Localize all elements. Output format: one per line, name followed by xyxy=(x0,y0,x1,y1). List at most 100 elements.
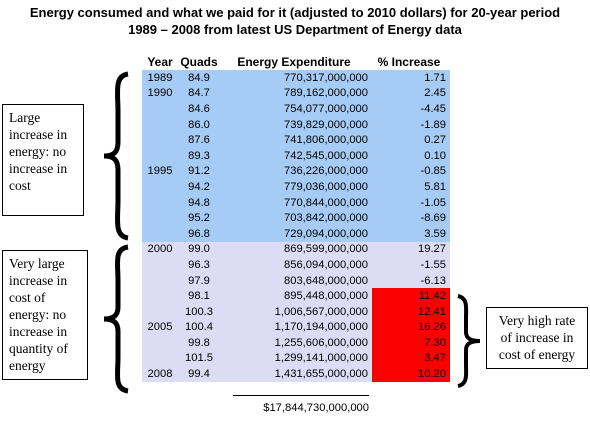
cell-increase: -6.13 xyxy=(372,272,450,289)
cell-increase: -1.89 xyxy=(372,116,450,133)
cell-year xyxy=(142,272,178,289)
cell-increase: 2.45 xyxy=(372,85,450,102)
cell-quads: 97.9 xyxy=(178,272,220,289)
cell-increase: 16.26 xyxy=(372,319,450,336)
cell-quads: 98.1 xyxy=(178,288,220,304)
cell-expenditure: 741,806,000,000 xyxy=(220,132,372,148)
cell-year xyxy=(142,288,178,304)
table-row: 2005 100.4 1,170,194,000,000 16.26 xyxy=(142,319,450,336)
cell-quads: 91.2 xyxy=(178,163,220,180)
cell-year xyxy=(142,194,178,211)
cell-increase: 0.27 xyxy=(372,132,450,148)
cell-increase: 10.20 xyxy=(372,366,450,382)
table-row: 87.6 741,806,000,000 0.27 xyxy=(142,132,450,148)
cell-expenditure: 770,844,000,000 xyxy=(220,194,372,211)
cell-year: 1989 xyxy=(142,70,178,86)
cell-quads: 100.3 xyxy=(178,303,220,320)
table-header-row: Year Quads Energy Expenditure % Increase xyxy=(142,54,450,70)
cell-quads: 99.4 xyxy=(178,366,220,382)
table-row: 1995 91.2 736,226,000,000 -0.85 xyxy=(142,163,450,180)
cell-expenditure: 895,448,000,000 xyxy=(220,288,372,304)
cell-increase: 7.30 xyxy=(372,335,450,351)
cell-year xyxy=(142,101,178,117)
cell-quads: 84.7 xyxy=(178,85,220,102)
cell-increase: 12.41 xyxy=(372,303,450,320)
cell-quads: 86.0 xyxy=(178,116,220,133)
table-row: 100.3 1,006,567,000,000 12.41 xyxy=(142,303,450,320)
cell-expenditure: 736,226,000,000 xyxy=(220,163,372,180)
cell-year xyxy=(142,257,178,273)
cell-year xyxy=(142,350,178,367)
cell-expenditure: 1,431,655,000,000 xyxy=(220,366,372,382)
cell-expenditure: 754,077,000,000 xyxy=(220,101,372,117)
cell-increase: 3.47 xyxy=(372,350,450,367)
table-row: 94.2 779,036,000,000 5.81 xyxy=(142,179,450,195)
table-row: 1989 84.9 770,317,000,000 1.71 xyxy=(142,70,450,86)
cell-year: 1990 xyxy=(142,85,178,102)
cell-year: 1995 xyxy=(142,163,178,180)
header-quads: Quads xyxy=(178,54,220,70)
cell-expenditure: 856,094,000,000 xyxy=(220,257,372,273)
page-title: Energy consumed and what we paid for it … xyxy=(29,5,561,20)
cell-year xyxy=(142,225,178,242)
left-brace-bottom xyxy=(103,244,129,394)
cell-expenditure: 742,545,000,000 xyxy=(220,147,372,164)
cell-year: 2000 xyxy=(142,241,178,258)
cell-year xyxy=(142,179,178,195)
cell-increase: 0.10 xyxy=(372,147,450,164)
cell-increase: 3.59 xyxy=(372,225,450,242)
note-large-energy-increase: Large increase in energy: no increase in… xyxy=(2,104,84,216)
cell-expenditure: 1,255,606,000,000 xyxy=(220,335,372,351)
table-row: 1990 84.7 789,162,000,000 2.45 xyxy=(142,85,450,102)
header-expenditure: Energy Expenditure xyxy=(220,54,372,70)
header-increase: % Increase xyxy=(372,54,450,70)
header-year: Year xyxy=(142,54,178,70)
table-row: 101.5 1,299,141,000,000 3.47 xyxy=(142,350,450,367)
cell-expenditure: 1,006,567,000,000 xyxy=(220,303,372,320)
cell-increase: 1.71 xyxy=(372,70,450,86)
cell-year xyxy=(142,210,178,226)
cell-expenditure: 779,036,000,000 xyxy=(220,179,372,195)
cell-expenditure: 1,299,141,000,000 xyxy=(220,350,372,367)
cell-quads: 99.0 xyxy=(178,241,220,258)
energy-data-table: Year Quads Energy Expenditure % Increase… xyxy=(142,54,450,382)
table-row: 2000 99.0 869,599,000,000 19.27 xyxy=(142,241,450,258)
cell-increase: -8.69 xyxy=(372,210,450,226)
cell-expenditure: 703,842,000,000 xyxy=(220,210,372,226)
cell-year: 2008 xyxy=(142,366,178,382)
cell-increase: 19.27 xyxy=(372,241,450,258)
total-rule xyxy=(233,395,369,396)
cell-year xyxy=(142,132,178,148)
cell-quads: 94.8 xyxy=(178,194,220,211)
table-row: 95.2 703,842,000,000 -8.69 xyxy=(142,210,450,226)
cell-year: 2005 xyxy=(142,319,178,336)
cell-increase: 5.81 xyxy=(372,179,450,195)
left-brace-top xyxy=(103,71,129,241)
cell-increase: -0.85 xyxy=(372,163,450,180)
note-high-rate-increase: Very high rate of increase in cost of en… xyxy=(486,307,588,369)
cell-expenditure: 803,648,000,000 xyxy=(220,272,372,289)
note-large-cost-increase: Very large increase in cost of energy: n… xyxy=(2,250,88,380)
table-row: 84.6 754,077,000,000 -4.45 xyxy=(142,101,450,117)
total-expenditure: $17,844,730,000,000 xyxy=(263,402,369,414)
cell-expenditure: 869,599,000,000 xyxy=(220,241,372,258)
cell-quads: 101.5 xyxy=(178,350,220,367)
cell-year xyxy=(142,303,178,320)
cell-quads: 89.3 xyxy=(178,147,220,164)
cell-increase: -1.55 xyxy=(372,257,450,273)
cell-expenditure: 729,094,000,000 xyxy=(220,225,372,242)
cell-expenditure: 789,162,000,000 xyxy=(220,85,372,102)
cell-quads: 84.9 xyxy=(178,70,220,86)
cell-increase: -4.45 xyxy=(372,101,450,117)
cell-expenditure: 1,170,194,000,000 xyxy=(220,319,372,336)
cell-quads: 84.6 xyxy=(178,101,220,117)
table-row: 86.0 739,829,000,000 -1.89 xyxy=(142,116,450,133)
table-row: 96.8 729,094,000,000 3.59 xyxy=(142,225,450,242)
cell-quads: 99.8 xyxy=(178,335,220,351)
right-brace xyxy=(457,294,481,388)
page-subtitle: 1989 – 2008 from latest US Department of… xyxy=(128,22,462,37)
table-row: 89.3 742,545,000,000 0.10 xyxy=(142,147,450,164)
cell-year xyxy=(142,147,178,164)
cell-quads: 96.8 xyxy=(178,225,220,242)
table-row: 99.8 1,255,606,000,000 7.30 xyxy=(142,335,450,351)
